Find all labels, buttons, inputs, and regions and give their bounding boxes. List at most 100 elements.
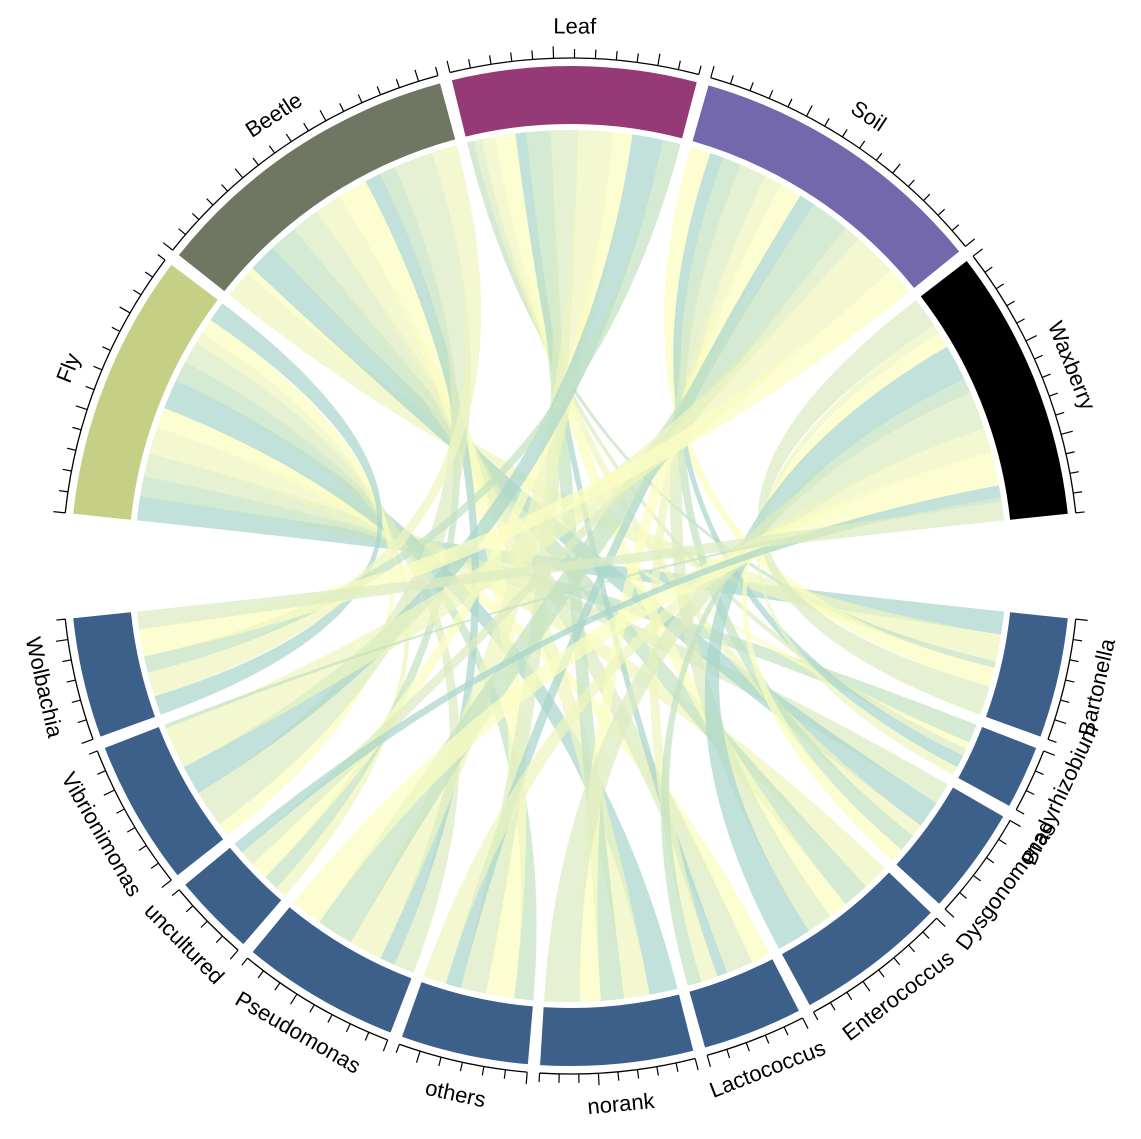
- tick-bartonella: [1060, 699, 1070, 704]
- tick-enterococcus: [862, 981, 871, 992]
- tick-wolbachia: [55, 638, 68, 642]
- tick-leaf: [510, 52, 513, 62]
- tick-norank: [617, 1071, 620, 1081]
- tick-beetle: [357, 94, 363, 104]
- sector-others: [402, 982, 533, 1065]
- tick-soil: [875, 152, 883, 161]
- link-beetle-wolbachia: [147, 145, 482, 697]
- tick-waxberry: [1073, 491, 1083, 494]
- tick-enterococcus: [812, 1011, 819, 1021]
- label-leaf: Leaf: [553, 13, 597, 38]
- tick-fly: [111, 326, 121, 333]
- tick-fly: [102, 346, 111, 352]
- sector-norank: [540, 994, 694, 1066]
- tick-dysgonomonas: [944, 908, 955, 918]
- tick-beetle: [234, 168, 244, 179]
- tick-wolbachia: [77, 719, 87, 724]
- tick-soil: [965, 238, 976, 247]
- tick-others: [438, 1057, 442, 1067]
- sector-bartonella: [985, 612, 1068, 737]
- tick-norank: [656, 1066, 659, 1076]
- tick-waxberry: [1041, 373, 1051, 378]
- tick-pseudomonas: [345, 1023, 351, 1033]
- tick-beetle: [221, 184, 229, 192]
- tick-soil: [841, 128, 848, 138]
- tick-dysgonomonas: [998, 838, 1007, 845]
- label-waxberry: Waxberry: [1043, 318, 1101, 414]
- tick-enterococcus: [829, 1002, 836, 1011]
- link-soil-bradyrhizobium: [673, 153, 964, 768]
- sector-soil: [692, 85, 960, 288]
- tick-beetle: [435, 66, 439, 76]
- tick-bartonella: [1075, 618, 1088, 621]
- tick-others: [525, 1072, 528, 1085]
- link-fly-enterococcus: [149, 427, 885, 887]
- tick-waxberry: [1006, 300, 1015, 307]
- tick-beetle: [268, 145, 276, 154]
- tick-others: [459, 1062, 463, 1072]
- tick-leaf: [531, 50, 534, 60]
- tick-beetle: [376, 86, 382, 96]
- link-waxberry-bradyrhizobium: [756, 325, 958, 776]
- link-fly-wolbachia: [154, 303, 383, 715]
- tick-dysgonomonas: [973, 874, 981, 882]
- link-fly-dysgonomonas: [143, 453, 948, 804]
- tick-bartonella: [1065, 679, 1075, 683]
- tick-vibrionimonas: [88, 750, 98, 755]
- tick-soil: [923, 193, 931, 202]
- tick-others: [395, 1044, 400, 1053]
- tick-vibrionimonas: [97, 770, 106, 775]
- axis-bartonella: [1047, 619, 1077, 740]
- tick-fly: [157, 254, 166, 261]
- tick-leaf: [698, 65, 702, 75]
- tick-uncultured: [200, 920, 208, 928]
- link-waxberry-pseudomonas: [293, 452, 999, 923]
- tick-waxberry: [1075, 511, 1085, 514]
- tick-wolbachia: [56, 618, 66, 621]
- tick-waxberry: [1025, 335, 1037, 342]
- tick-soil: [768, 89, 774, 99]
- sector-leaf: [451, 65, 697, 139]
- tick-soil: [824, 118, 830, 127]
- link-leaf-pseudomonas: [350, 130, 614, 959]
- tick-fly: [144, 271, 153, 278]
- axis-norank: [539, 1057, 696, 1075]
- link-fly-uncultured: [195, 332, 410, 896]
- tick-beetle: [162, 242, 174, 251]
- tick-pseudomonas: [309, 1004, 315, 1013]
- tick-bartonella: [1047, 738, 1057, 743]
- sector-fly: [73, 264, 218, 520]
- tick-leaf: [615, 51, 618, 61]
- tick-waxberry: [1065, 451, 1075, 455]
- tick-bradyrhizobium: [1015, 809, 1025, 815]
- axis-pseudomonas: [247, 957, 388, 1041]
- tick-beetle: [414, 69, 420, 82]
- link-waxberry-dysgonomonas: [742, 333, 948, 861]
- tick-waxberry: [972, 248, 983, 257]
- tick-waxberry: [995, 283, 1005, 290]
- tick-bartonella: [1069, 659, 1079, 663]
- tick-dysgonomonas: [959, 892, 967, 899]
- sector-bradyrhizobium: [958, 726, 1037, 806]
- sector-enterococcus: [781, 872, 931, 1006]
- link-waxberry-norank: [543, 392, 985, 1002]
- link-beetle-dysgonomonas: [252, 247, 937, 826]
- tick-waxberry: [1034, 354, 1043, 360]
- tick-beetle: [206, 198, 214, 206]
- axis-waxberry: [972, 255, 1077, 513]
- sector-wolbachia: [73, 612, 156, 737]
- tick-leaf: [468, 59, 471, 69]
- tick-lactococcus: [783, 1026, 789, 1036]
- tick-bartonella: [1054, 719, 1067, 725]
- tick-lactococcus: [745, 1042, 750, 1052]
- tick-soil: [749, 82, 754, 91]
- link-waxberry-wolbachia: [136, 501, 1005, 630]
- tick-beetle: [285, 133, 292, 142]
- tick-beetle: [178, 228, 186, 236]
- axis-vibrionimonas: [96, 750, 172, 881]
- axis-enterococcus: [813, 917, 938, 1013]
- tick-fly: [66, 447, 76, 451]
- tick-wolbachia: [66, 679, 76, 683]
- sector-waxberry: [920, 261, 1068, 520]
- tick-pseudomonas: [274, 982, 281, 991]
